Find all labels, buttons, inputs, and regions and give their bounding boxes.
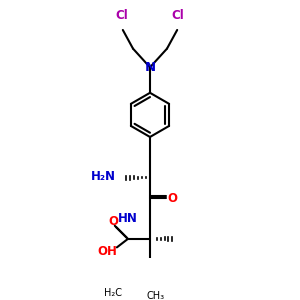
Text: H₂N: H₂N xyxy=(91,170,116,183)
Text: HN: HN xyxy=(118,212,138,225)
Text: N: N xyxy=(144,61,156,74)
Text: O: O xyxy=(109,215,118,228)
Text: O: O xyxy=(167,192,177,205)
Text: Cl: Cl xyxy=(116,9,128,22)
Text: CH₃: CH₃ xyxy=(147,291,165,300)
Text: Cl: Cl xyxy=(172,9,184,22)
Text: OH: OH xyxy=(98,245,118,258)
Text: H₂C: H₂C xyxy=(103,288,122,298)
